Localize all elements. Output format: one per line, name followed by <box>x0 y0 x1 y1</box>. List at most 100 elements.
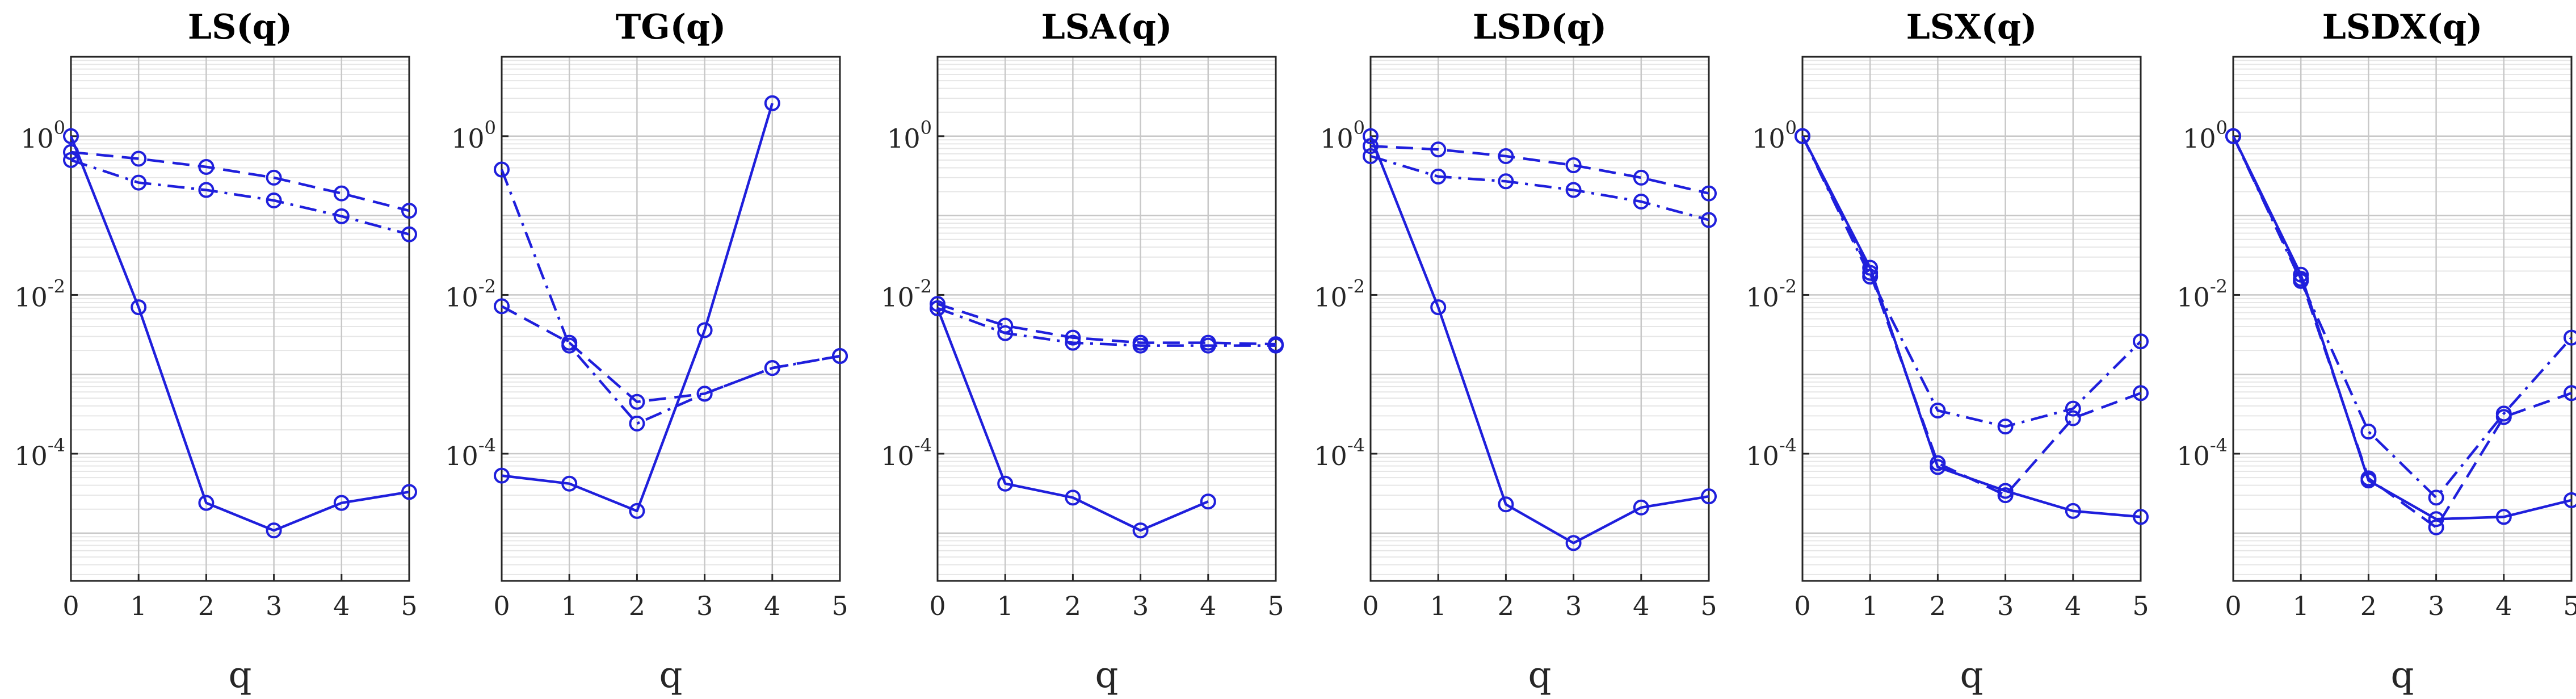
x-tick-label: 3 <box>266 591 282 621</box>
panel-title: LSD(q) <box>1473 7 1607 47</box>
series-line <box>936 307 1209 532</box>
data-point <box>63 128 79 144</box>
x-tick-label: 1 <box>1862 591 1879 621</box>
x-tick-label: 0 <box>2225 591 2241 621</box>
y-tick-label: 10-4 <box>1314 434 1365 471</box>
x-tick-label: 4 <box>764 591 780 621</box>
x-tick-label: 2 <box>629 591 645 621</box>
series-solid <box>1363 128 1717 551</box>
data-point <box>1200 337 1216 354</box>
x-tick-label: 1 <box>1430 591 1447 621</box>
data-point <box>1565 182 1582 198</box>
x-tick-label: 0 <box>62 591 79 621</box>
y-tick-base: 10 <box>1752 123 1785 154</box>
y-tick-base: 10 <box>1314 282 1347 312</box>
y-tick-label: 10-2 <box>1314 275 1365 312</box>
panel-title: TG(q) <box>616 7 726 47</box>
y-tick-base: 10 <box>1746 282 1779 312</box>
x-tick-label: 4 <box>1633 591 1649 621</box>
y-tick-label: 10-4 <box>2176 434 2228 471</box>
y-tick-base: 10 <box>881 441 914 471</box>
panel-title: LSA(q) <box>1041 7 1173 47</box>
x-tick-label: 3 <box>2428 591 2444 621</box>
data-point <box>764 95 780 111</box>
data-point <box>629 415 645 432</box>
data-point <box>930 296 945 312</box>
data-point <box>1363 138 1379 154</box>
data-point <box>2065 410 2081 426</box>
x-tick-label: 0 <box>1362 591 1379 621</box>
x-tick-label: 5 <box>1700 591 1717 621</box>
series-line <box>1370 154 1709 221</box>
data-point <box>1930 402 1946 418</box>
data-point <box>333 495 350 511</box>
x-tick-label: 2 <box>1930 591 1946 621</box>
data-point <box>2564 492 2576 508</box>
data-point <box>401 203 417 219</box>
data-point <box>1498 496 1514 513</box>
series-solid <box>63 128 417 539</box>
data-point <box>1498 148 1514 165</box>
series-line <box>70 158 410 236</box>
x-tick-label: 3 <box>1997 591 2014 621</box>
x-tick-label: 1 <box>131 591 147 621</box>
y-tick-base: 10 <box>20 123 54 154</box>
data-point <box>1200 493 1216 510</box>
data-point <box>1701 488 1717 505</box>
x-tick-label: 4 <box>2495 591 2512 621</box>
y-tick-base: 10 <box>887 123 921 154</box>
data-point <box>1701 212 1717 228</box>
data-point <box>1065 329 1081 346</box>
axes-box <box>1369 56 1710 582</box>
data-point <box>131 174 147 191</box>
y-tick-base: 10 <box>445 441 478 471</box>
series-dashdot <box>1363 148 1717 228</box>
y-tick-label: 100 <box>1320 117 1365 154</box>
minor-grid <box>71 60 409 575</box>
data-point <box>2065 400 2081 417</box>
data-point <box>1565 535 1582 551</box>
series-line <box>1801 135 2141 497</box>
x-tick-label: 0 <box>493 591 510 621</box>
data-point <box>494 161 510 178</box>
x-axis-label: q <box>659 654 683 696</box>
series-dashed <box>1363 138 1717 202</box>
x-tick-label: 5 <box>1267 591 1284 621</box>
data-point <box>1633 193 1649 210</box>
x-tick-label: 5 <box>2563 591 2576 621</box>
series-line <box>937 307 1276 347</box>
x-tick-label: 0 <box>929 591 945 621</box>
data-point <box>2564 385 2576 401</box>
x-axis-label: q <box>2391 654 2414 696</box>
data-point <box>1565 157 1582 174</box>
y-tick-exponent: -4 <box>478 434 496 456</box>
y-tick-exponent: 0 <box>1354 117 1365 139</box>
axes-box <box>70 56 410 582</box>
data-point <box>2225 128 2241 144</box>
x-tick-label: 2 <box>2360 591 2377 621</box>
data-point <box>2133 333 2149 350</box>
data-point <box>2428 489 2444 506</box>
data-point <box>1363 128 1379 144</box>
data-point <box>2360 470 2377 487</box>
x-tick-label: 0 <box>1794 591 1810 621</box>
data-point <box>1132 337 1149 354</box>
series-dashdot <box>930 300 1284 354</box>
x-tick-label: 2 <box>1498 591 1514 621</box>
y-tick-base: 10 <box>1320 123 1354 154</box>
data-point <box>997 475 1014 492</box>
data-point <box>1498 173 1514 190</box>
x-tick-label: 1 <box>561 591 578 621</box>
data-point <box>832 348 848 365</box>
x-axis-label: q <box>229 654 252 696</box>
minor-grid <box>1371 60 1709 575</box>
data-point <box>494 298 510 315</box>
minor-grid <box>938 60 1276 575</box>
y-tick-label: 10-2 <box>881 275 932 312</box>
